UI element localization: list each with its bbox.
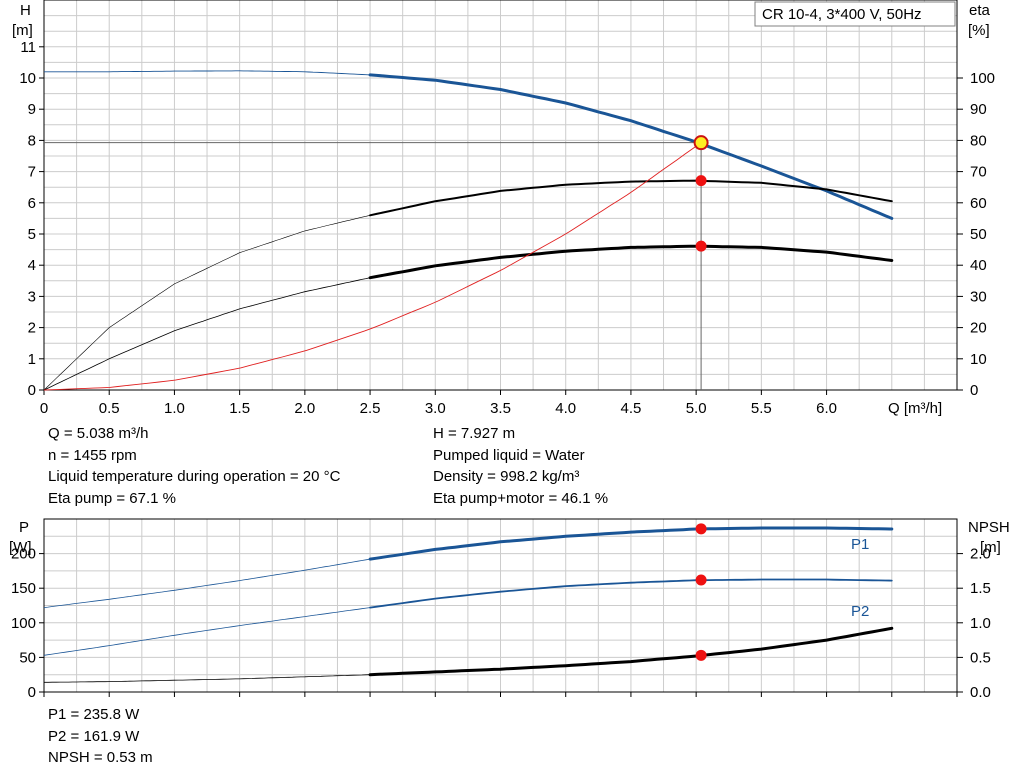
y-left-tick-label: 6 [28, 195, 36, 212]
series-label-p1: P1 [851, 536, 869, 553]
info-eta-pump: Eta pump = 67.1 % [48, 489, 176, 507]
y-right-axis-name: eta [969, 2, 991, 19]
x-tick-label: 2.5 [360, 400, 381, 417]
y-right-tick-label: 80 [970, 132, 987, 149]
y-right-tick-label: 90 [970, 101, 987, 118]
info-npsh: NPSH = 0.53 m [48, 749, 153, 766]
y-left-tick-label: 200 [11, 546, 36, 563]
x-tick-label: 5.5 [751, 400, 772, 417]
curve-H [368, 73, 894, 220]
series-label-p2: P2 [851, 603, 869, 620]
top-chart-axes: 0 1 2 3 4 5 6 7 8 9 10 11 0 10 20 30 40 50 60 70 80 90 100 H [m]… [12, 0, 995, 417]
product-label: CR 10-4, 3*400 V, 50Hz [762, 6, 922, 23]
x-tick-label: 1.0 [164, 400, 185, 417]
y-right-axis-name: NPSH [968, 519, 1010, 536]
y-left-tick-label: 150 [11, 580, 36, 597]
top-chart-curves [43, 70, 894, 391]
product-label-box: CR 10-4, 3*400 V, 50Hz [754, 1, 956, 27]
x-tick-label: 0 [40, 400, 48, 417]
x-tick-label: 0.5 [99, 400, 120, 417]
y-right-tick-label: 70 [970, 164, 987, 181]
marker-eta-pump [695, 175, 707, 187]
curve-NPSH [368, 626, 894, 677]
y-left-axis-name: H [20, 2, 31, 19]
y-left-tick-label: 3 [28, 288, 36, 305]
info-eta-pump-motor: Eta pump+motor = 46.1 % [433, 489, 609, 507]
curve-eta_pump-extrapolated [43, 215, 371, 391]
info-head: H = 7.927 m [433, 425, 516, 442]
curve-eta_total [368, 244, 894, 280]
curve-H-extrapolated [44, 70, 371, 76]
x-tick-label: 3.0 [425, 400, 446, 417]
y-left-tick-label: 4 [28, 257, 36, 274]
y-right-axis-unit: [%] [968, 22, 990, 39]
curve-eta_total-extrapolated [43, 277, 371, 391]
y-right-tick-label: 60 [970, 195, 987, 212]
y-right-tick-label: 0 [970, 382, 978, 399]
y-left-tick-label: 0 [28, 684, 36, 701]
y-left-tick-label: 100 [11, 615, 36, 632]
info-p1: P1 = 235.8 W [48, 706, 140, 723]
y-right-tick-label: 0.0 [970, 684, 991, 701]
y-left-axis-unit: [m] [12, 22, 33, 39]
marker-eta-total [695, 240, 707, 252]
bottom-chart-grid [44, 519, 957, 692]
y-right-tick-label: 1.5 [970, 580, 991, 597]
y-left-axis-unit: [W] [9, 539, 32, 556]
y-right-tick-label: 50 [970, 226, 987, 243]
x-tick-label: 4.5 [620, 400, 641, 417]
y-right-tick-label: 100 [970, 70, 995, 87]
x-tick-label: 4.0 [555, 400, 576, 417]
y-right-axis-unit: [m] [980, 539, 1001, 556]
y-right-tick-label: 1.0 [970, 615, 991, 632]
x-tick-label: 5.0 [686, 400, 707, 417]
y-right-tick-label: 20 [970, 320, 987, 337]
y-left-tick-label: 9 [28, 101, 36, 118]
marker-p2 [695, 574, 707, 586]
top-chart-grid [44, 0, 957, 390]
curve-P1-extrapolated [43, 558, 371, 608]
x-tick-label: 1.5 [229, 400, 250, 417]
y-left-tick-label: 7 [28, 164, 36, 181]
info-q: Q = 5.038 m³/h [48, 425, 149, 442]
y-right-tick-label: 10 [970, 351, 987, 368]
y-left-tick-label: 8 [28, 132, 36, 149]
y-left-tick-label: 1 [28, 351, 36, 368]
y-left-tick-label: 2 [28, 320, 36, 337]
y-right-tick-label: 2.0 [970, 546, 991, 563]
x-tick-label: 6.0 [816, 400, 837, 417]
y-right-tick-label: 30 [970, 288, 987, 305]
bottom-chart-axes: 0 50 100 150 200 0.0 0.5 1.0 1.5 2.0 P [W] NPSH [m] [9, 518, 1010, 701]
curve-P2 [369, 578, 893, 609]
y-left-tick-label: 11 [20, 39, 36, 56]
y-left-tick-label: 50 [19, 649, 36, 666]
curve-eta_pump [369, 179, 893, 217]
curve-NPSH-extrapolated [44, 674, 371, 683]
marker-operating-point [693, 135, 709, 151]
info-liquid-temperature: Liquid temperature during operation = 20… [48, 468, 341, 485]
y-left-axis-name: P [19, 519, 29, 536]
info-speed: n = 1455 rpm [48, 446, 137, 464]
marker-p1 [695, 523, 707, 535]
y-right-tick-label: 0.5 [970, 649, 991, 666]
curve-P2-extrapolated [43, 607, 371, 656]
y-left-tick-label: 5 [28, 226, 36, 243]
curve-system [43, 142, 702, 391]
y-left-tick-label: 10 [19, 70, 36, 87]
info-p2: P2 = 161.9 W [48, 727, 140, 745]
info-density: Density = 998.2 kg/m³ [433, 468, 580, 485]
y-left-tick-label: 0 [28, 382, 36, 399]
marker-npsh [695, 649, 707, 661]
curve-P1 [368, 526, 894, 561]
x-tick-label: 2.0 [294, 400, 315, 417]
x-axis-label: Q [m³/h] [888, 400, 942, 417]
bottom-chart-curves: P1 P2 [43, 523, 894, 683]
info-pumped-liquid: Pumped liquid = Water [433, 446, 585, 464]
y-right-tick-label: 40 [970, 257, 987, 274]
x-tick-label: 3.5 [490, 400, 511, 417]
